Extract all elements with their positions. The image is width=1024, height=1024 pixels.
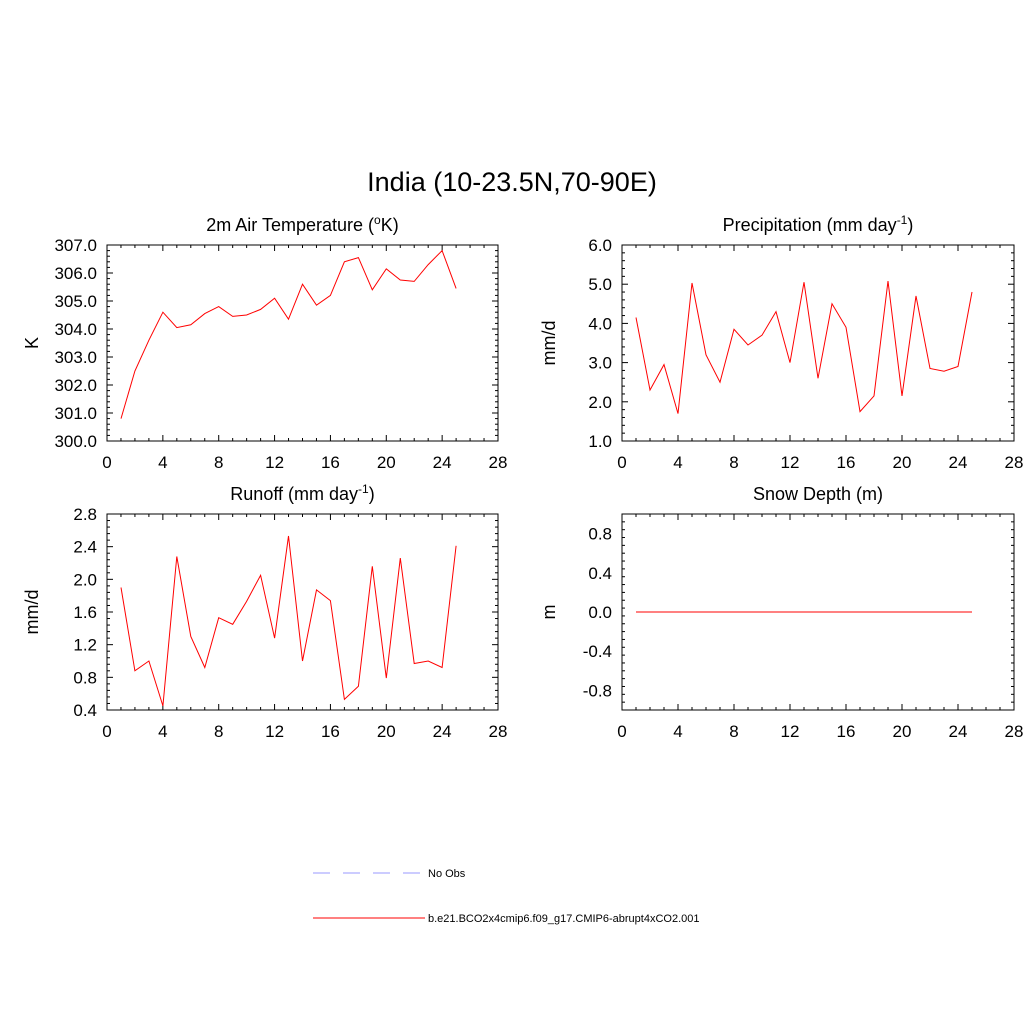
y-tick-label: -0.8: [583, 681, 612, 700]
x-tick-label: 4: [158, 722, 167, 741]
x-tick-label: 20: [893, 453, 912, 472]
x-tick-label: 20: [377, 453, 396, 472]
series-line: [120, 535, 457, 707]
y-tick-label: 300.0: [54, 432, 97, 451]
y-tick-label: 6.0: [588, 236, 612, 255]
y-tick-label: 2.0: [588, 393, 612, 412]
x-tick-label: 12: [265, 453, 284, 472]
y-tick-label: 3.0: [588, 354, 612, 373]
x-tick-label: 4: [158, 453, 167, 472]
x-tick-label: 24: [949, 722, 968, 741]
y-tick-label: 1.6: [73, 603, 97, 622]
x-tick-label: 0: [617, 453, 626, 472]
y-tick-label: 2.8: [73, 505, 97, 524]
x-tick-label: 4: [673, 453, 682, 472]
x-tick-label: 24: [949, 453, 968, 472]
x-tick-label: 12: [781, 722, 800, 741]
x-tick-label: 8: [729, 722, 738, 741]
x-tick-label: 16: [837, 453, 856, 472]
y-tick-label: 302.0: [54, 376, 97, 395]
y-axis-label: mm/d: [539, 321, 559, 366]
y-axis-label: mm/d: [22, 590, 42, 635]
page-title: India (10-23.5N,70-90E): [367, 167, 657, 197]
y-axis-label: m: [539, 605, 559, 620]
y-tick-label: 304.0: [54, 320, 97, 339]
y-tick-label: 1.0: [588, 432, 612, 451]
panel-title: Runoff (mm day-1): [230, 482, 374, 504]
y-tick-label: 5.0: [588, 275, 612, 294]
x-tick-label: 20: [377, 722, 396, 741]
x-tick-label: 28: [489, 722, 508, 741]
x-tick-label: 0: [617, 722, 626, 741]
series-line: [635, 281, 973, 414]
panel-title: 2m Air Temperature (oK): [206, 213, 398, 235]
x-tick-label: 12: [781, 453, 800, 472]
x-tick-label: 0: [102, 722, 111, 741]
panel-snow-depth: 0 4 8 12 16 20 24 28 -0.8 -0.4 0.0 0.4 0.8 m Snow Dept…: [539, 484, 1023, 741]
x-tick-label: 4: [673, 722, 682, 741]
y-tick-label: 301.0: [54, 404, 97, 423]
x-tick-label: 16: [321, 453, 340, 472]
legend-obs-label: No Obs: [428, 868, 466, 880]
x-tick-label: 28: [489, 453, 508, 472]
y-tick-label: -0.4: [583, 642, 612, 661]
series-line: [120, 249, 457, 419]
x-tick-label: 28: [1005, 722, 1024, 741]
panel-precipitation: 0 4 8 12 16 20 24 28 1.0 2.0 3.0 4.0 5.0 6.0 mm/d Preci…: [539, 213, 1023, 472]
x-tick-label: 16: [321, 722, 340, 741]
panel-title: Precipitation (mm day-1): [723, 213, 914, 235]
x-tick-label: 24: [433, 453, 452, 472]
x-tick-label: 20: [893, 722, 912, 741]
x-tick-label: 8: [214, 453, 223, 472]
y-tick-label: 303.0: [54, 348, 97, 367]
y-tick-label: 306.0: [54, 264, 97, 283]
y-tick-label: 305.0: [54, 292, 97, 311]
x-tick-label: 28: [1005, 453, 1024, 472]
x-tick-label: 12: [265, 722, 284, 741]
x-tick-label: 24: [433, 722, 452, 741]
y-tick-label: 0.4: [588, 564, 612, 583]
plot-frame: [106, 244, 499, 442]
x-tick-label: 8: [729, 453, 738, 472]
y-tick-label: 0.0: [588, 603, 612, 622]
y-tick-label: 2.4: [73, 538, 97, 557]
y-tick-label: 1.2: [73, 636, 97, 655]
panel-runoff: 0 4 8 12 16 20 24 28 0.4 0.8 1.2 1.6 2.0 2.4 2.8 mm/d Ru…: [22, 482, 507, 741]
y-tick-label: 4.0: [588, 314, 612, 333]
legend: No Obs b.e21.BCO2x4cmip6.f09_g17.CMIP6-a…: [313, 868, 700, 925]
x-tick-label: 8: [214, 722, 223, 741]
x-tick-label: 16: [837, 722, 856, 741]
y-tick-label: 0.8: [73, 668, 97, 687]
x-tick-label: 0: [102, 453, 111, 472]
legend-model-label: b.e21.BCO2x4cmip6.f09_g17.CMIP6-abrupt4x…: [428, 913, 700, 925]
plot-frame: [621, 244, 1015, 442]
panel-title: Snow Depth (m): [753, 484, 883, 504]
y-tick-label: 307.0: [54, 236, 97, 255]
y-axis-label: K: [22, 337, 42, 349]
y-tick-label: 0.8: [588, 525, 612, 544]
y-tick-label: 2.0: [73, 570, 97, 589]
y-tick-label: 0.4: [73, 701, 97, 720]
panel-air-temperature: 0 4 8 12 16 20 24 28 300.0 301.0 302.0 303.0 304.0 30…: [22, 213, 507, 472]
